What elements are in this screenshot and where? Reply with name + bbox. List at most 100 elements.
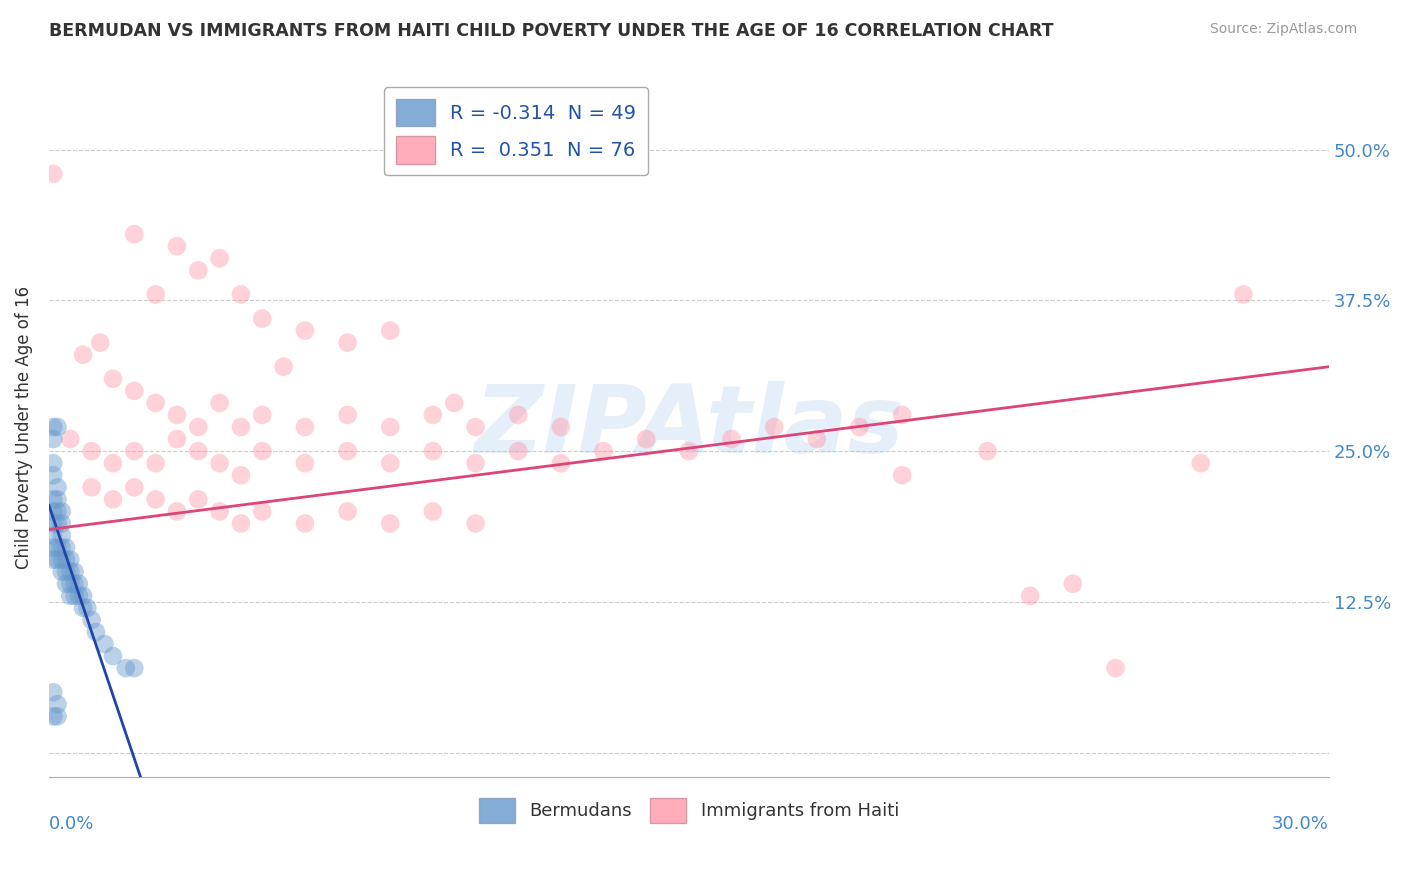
Point	[1019, 589, 1042, 603]
Point	[208, 252, 231, 266]
Point	[678, 444, 700, 458]
Point	[59, 432, 82, 446]
Point	[229, 468, 252, 483]
Point	[124, 444, 146, 458]
Point	[42, 685, 65, 699]
Point	[720, 432, 742, 446]
Point	[84, 624, 107, 639]
Point	[59, 565, 82, 579]
Point	[72, 348, 94, 362]
Point	[252, 444, 274, 458]
Point	[443, 396, 465, 410]
Point	[59, 576, 82, 591]
Point	[166, 408, 188, 422]
Point	[46, 709, 69, 723]
Point	[1232, 287, 1254, 301]
Point	[380, 456, 402, 470]
Point	[508, 408, 530, 422]
Legend: Bermudans, Immigrants from Haiti: Bermudans, Immigrants from Haiti	[471, 790, 907, 830]
Point	[80, 480, 103, 494]
Point	[229, 420, 252, 434]
Point	[51, 504, 73, 518]
Point	[80, 613, 103, 627]
Point	[166, 432, 188, 446]
Point	[55, 541, 77, 555]
Point	[42, 167, 65, 181]
Point	[208, 456, 231, 470]
Point	[46, 492, 69, 507]
Point	[89, 335, 111, 350]
Point	[806, 432, 828, 446]
Point	[63, 589, 86, 603]
Text: BERMUDAN VS IMMIGRANTS FROM HAITI CHILD POVERTY UNDER THE AGE OF 16 CORRELATION : BERMUDAN VS IMMIGRANTS FROM HAITI CHILD …	[49, 22, 1053, 40]
Point	[550, 420, 572, 434]
Point	[101, 492, 124, 507]
Point	[101, 649, 124, 664]
Point	[46, 552, 69, 566]
Point	[42, 492, 65, 507]
Point	[166, 504, 188, 518]
Point	[422, 408, 444, 422]
Point	[763, 420, 786, 434]
Point	[101, 372, 124, 386]
Point	[464, 456, 486, 470]
Point	[145, 287, 167, 301]
Point	[464, 420, 486, 434]
Point	[63, 565, 86, 579]
Point	[59, 552, 82, 566]
Point	[229, 287, 252, 301]
Point	[42, 709, 65, 723]
Point	[1104, 661, 1126, 675]
Point	[42, 420, 65, 434]
Point	[63, 576, 86, 591]
Point	[294, 456, 316, 470]
Point	[380, 420, 402, 434]
Point	[145, 396, 167, 410]
Point	[187, 420, 209, 434]
Point	[145, 492, 167, 507]
Point	[51, 552, 73, 566]
Point	[273, 359, 295, 374]
Point	[80, 444, 103, 458]
Text: ZIPAtlas: ZIPAtlas	[474, 381, 904, 473]
Y-axis label: Child Poverty Under the Age of 16: Child Poverty Under the Age of 16	[15, 285, 32, 568]
Point	[46, 480, 69, 494]
Point	[55, 576, 77, 591]
Point	[294, 420, 316, 434]
Point	[636, 432, 658, 446]
Point	[124, 227, 146, 242]
Point	[187, 492, 209, 507]
Point	[42, 516, 65, 531]
Point	[464, 516, 486, 531]
Point	[42, 456, 65, 470]
Point	[187, 444, 209, 458]
Point	[252, 408, 274, 422]
Point	[208, 504, 231, 518]
Point	[166, 239, 188, 253]
Point	[42, 432, 65, 446]
Point	[124, 480, 146, 494]
Text: 0.0%: 0.0%	[49, 815, 94, 833]
Point	[252, 504, 274, 518]
Point	[42, 541, 65, 555]
Point	[508, 444, 530, 458]
Point	[336, 408, 359, 422]
Point	[67, 589, 90, 603]
Point	[72, 600, 94, 615]
Point	[51, 516, 73, 531]
Point	[422, 444, 444, 458]
Point	[76, 600, 98, 615]
Point	[72, 589, 94, 603]
Point	[42, 552, 65, 566]
Point	[891, 468, 914, 483]
Point	[55, 552, 77, 566]
Point	[46, 698, 69, 712]
Point	[592, 444, 614, 458]
Point	[46, 504, 69, 518]
Point	[336, 504, 359, 518]
Point	[422, 504, 444, 518]
Point	[848, 420, 870, 434]
Point	[114, 661, 136, 675]
Point	[124, 661, 146, 675]
Point	[294, 516, 316, 531]
